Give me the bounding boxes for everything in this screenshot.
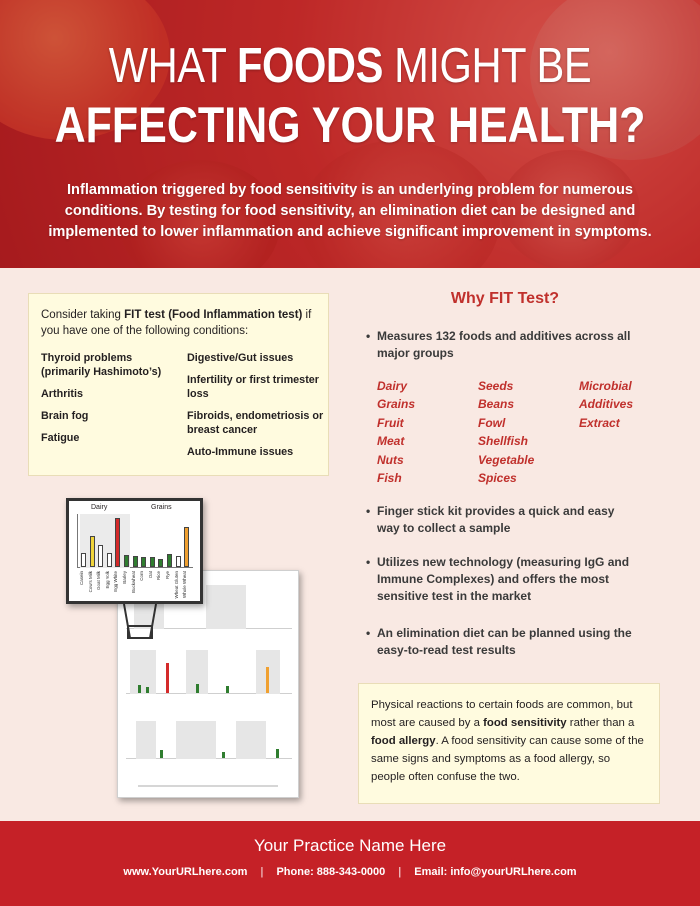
food-photo-background [300,140,500,268]
category-item: Seeds [478,379,514,393]
separator: | [260,866,264,878]
conditions-intro: Consider taking FIT test (Food Inflammat… [41,309,312,337]
food-categories: Dairy Grains Fruit Meat Nuts Fish Seeds … [377,377,677,487]
sensitivity-info-box: Physical reactions to certain foods are … [358,683,660,804]
food-photo-background [120,160,280,268]
chart-x-label: Corn [139,571,145,581]
website-link[interactable]: www.YourURLhere.com [123,866,248,878]
report-chart-band [126,711,292,759]
headline-emphasis: FOODS [236,39,383,93]
contact-line: www.YourURLhere.com | Phone: 888-343-000… [0,866,700,878]
bullet-elimination-diet: • An elimination diet can be planned usin… [366,626,632,657]
chart-x-label: Cow's Milk [87,571,93,593]
headline-line-2: AFFECTING YOUR HEALTH? [54,97,646,153]
condition-item: Fibroids, endometriosis or breast cancer [187,410,324,436]
chart-bar [158,559,164,567]
why-fit-title: Why FIT Test? [450,290,560,307]
category-item: Beans [478,397,515,412]
chart-group-label: Dairy [91,504,108,511]
category-item: Extract [579,415,620,430]
chart-bar [89,536,95,567]
chart-x-label: Buckwheat [130,571,136,594]
separator: | [398,866,402,878]
category-column: Microbial Additives Extract [579,377,633,432]
chart-x-label: Egg Yolk [104,571,110,589]
practice-name: Your Practice Name Here [253,836,447,855]
category-item: Fish [377,471,402,486]
chart-x-label: Barley [122,571,127,584]
conditions-left-column: Thyroid problems (primarily Hashimoto’s)… [41,351,181,453]
hero-banner: WHAT FOODS MIGHT BE AFFECTING YOUR HEALT… [0,0,700,268]
conditions-right-column: Digestive/Gut issues Infertility or firs… [187,351,327,467]
chart-x-label: Wheat Gluten [173,571,179,599]
chart-bar [149,557,155,567]
intro-paragraph: Inflammation triggered by food sensitivi… [48,182,652,240]
chart-group-label: Grains [151,504,172,511]
chart-bar [175,556,181,567]
chart-x-label: Oat [147,571,153,579]
category-item: Shellfish [478,434,529,449]
zoomed-bar-chart [77,514,193,568]
category-item: Dairy [377,379,408,393]
chart-bar [98,545,104,567]
category-item: Meat [377,434,405,449]
conditions-box: Consider taking FIT test (Food Inflammat… [28,293,329,476]
category-item: Nuts [377,452,404,467]
chart-bar [81,553,86,567]
chart-bar [124,555,129,567]
bullet-finger-stick: • Finger stick kit provides a quick and e… [366,504,615,535]
chart-x-label: Rice [156,571,162,581]
chart-x-label: Egg White [113,571,119,592]
category-item: Spices [478,471,517,486]
chart-bar [141,557,147,567]
category-item: Fruit [377,415,404,430]
hero-overlay [0,0,700,268]
category-item: Grains [377,397,416,412]
footer: Your Practice Name Here www.YourURLhere.… [0,821,700,906]
chart-bar [115,518,121,567]
condition-item: Arthritis [41,388,83,400]
chart-bar [167,554,172,567]
condition-item: Brain fog [41,410,89,422]
food-photo-background [530,0,700,160]
condition-item: Auto-Immune issues [187,446,294,458]
condition-item: Digestive/Gut issues [187,352,294,364]
chart-x-label: Whole Wheat [182,571,188,599]
phone-number[interactable]: Phone: 888-343-0000 [276,866,386,878]
condition-item: Fatigue [41,432,80,444]
condition-item: Infertility or first trimester loss [187,374,319,400]
email-link[interactable]: Email: info@yourURLhere.com [414,866,577,878]
category-item: Vegetable [478,452,535,467]
chart-bar [132,556,138,567]
condition-item: Thyroid problems (primarily Hashimoto’s) [41,352,162,378]
zoom-connector [123,603,157,639]
chart-x-label: Rye [165,571,170,580]
food-photo-background [500,150,640,268]
report-chart-band [126,646,292,694]
category-item: Microbial [579,379,632,393]
chart-bar [184,527,190,567]
bullet-measures: • Measures 132 foods and additives across… [366,329,631,360]
chart-x-label: Casein [79,571,84,586]
bullet-technology: • Utilizes new technology (measuring IgG … [366,555,630,603]
category-column: Dairy Grains Fruit Meat Nuts Fish [377,377,415,487]
category-item: Additives [579,397,634,412]
category-column: Seeds Beans Fowl Shellfish Vegetable Spi… [478,377,534,487]
chart-x-label: Goat Milk [96,571,102,591]
headline-line-1: WHAT FOODS MIGHT BE [108,39,592,93]
category-item: Fowl [478,415,506,430]
chart-bar [106,553,112,567]
zoomed-chart: Dairy Grains Casein Cow's Milk Goat Milk Eg… [66,498,203,604]
